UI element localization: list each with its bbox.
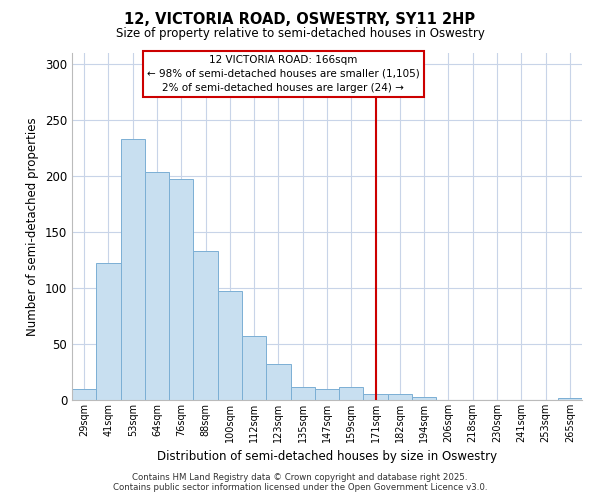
Bar bbox=[242, 336, 266, 400]
Bar bbox=[72, 389, 96, 400]
Y-axis label: Number of semi-detached properties: Number of semi-detached properties bbox=[26, 117, 40, 336]
Bar bbox=[145, 172, 169, 400]
Bar bbox=[412, 396, 436, 400]
Bar bbox=[364, 394, 388, 400]
Bar bbox=[558, 398, 582, 400]
Text: Contains HM Land Registry data © Crown copyright and database right 2025.
Contai: Contains HM Land Registry data © Crown c… bbox=[113, 473, 487, 492]
X-axis label: Distribution of semi-detached houses by size in Oswestry: Distribution of semi-detached houses by … bbox=[157, 450, 497, 464]
Bar bbox=[193, 251, 218, 400]
Text: Size of property relative to semi-detached houses in Oswestry: Size of property relative to semi-detach… bbox=[116, 28, 484, 40]
Bar bbox=[96, 263, 121, 400]
Bar bbox=[121, 139, 145, 400]
Bar bbox=[315, 389, 339, 400]
Bar bbox=[218, 292, 242, 400]
Text: 12 VICTORIA ROAD: 166sqm
← 98% of semi-detached houses are smaller (1,105)
2% of: 12 VICTORIA ROAD: 166sqm ← 98% of semi-d… bbox=[147, 54, 419, 92]
Bar bbox=[388, 394, 412, 400]
Bar bbox=[290, 386, 315, 400]
Bar bbox=[266, 364, 290, 400]
Bar bbox=[339, 386, 364, 400]
Bar bbox=[169, 179, 193, 400]
Text: 12, VICTORIA ROAD, OSWESTRY, SY11 2HP: 12, VICTORIA ROAD, OSWESTRY, SY11 2HP bbox=[124, 12, 476, 28]
